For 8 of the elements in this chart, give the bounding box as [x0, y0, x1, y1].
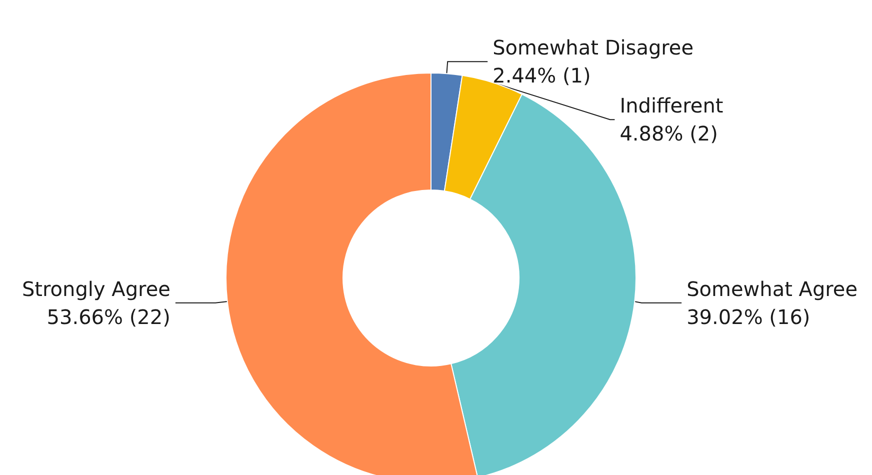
data-label: 39.02% (16)	[686, 304, 810, 329]
data-label: 53.66% (22)	[46, 304, 170, 329]
slice-label: Strongly Agree	[22, 276, 170, 301]
slice-label: Somewhat Agree	[686, 276, 858, 301]
data-label: 4.88% (2)	[620, 122, 718, 146]
slice-label: Somewhat Disagree	[492, 36, 694, 60]
data-label: 2.44% (1)	[492, 64, 591, 88]
slice-label: Indifferent	[620, 94, 724, 118]
